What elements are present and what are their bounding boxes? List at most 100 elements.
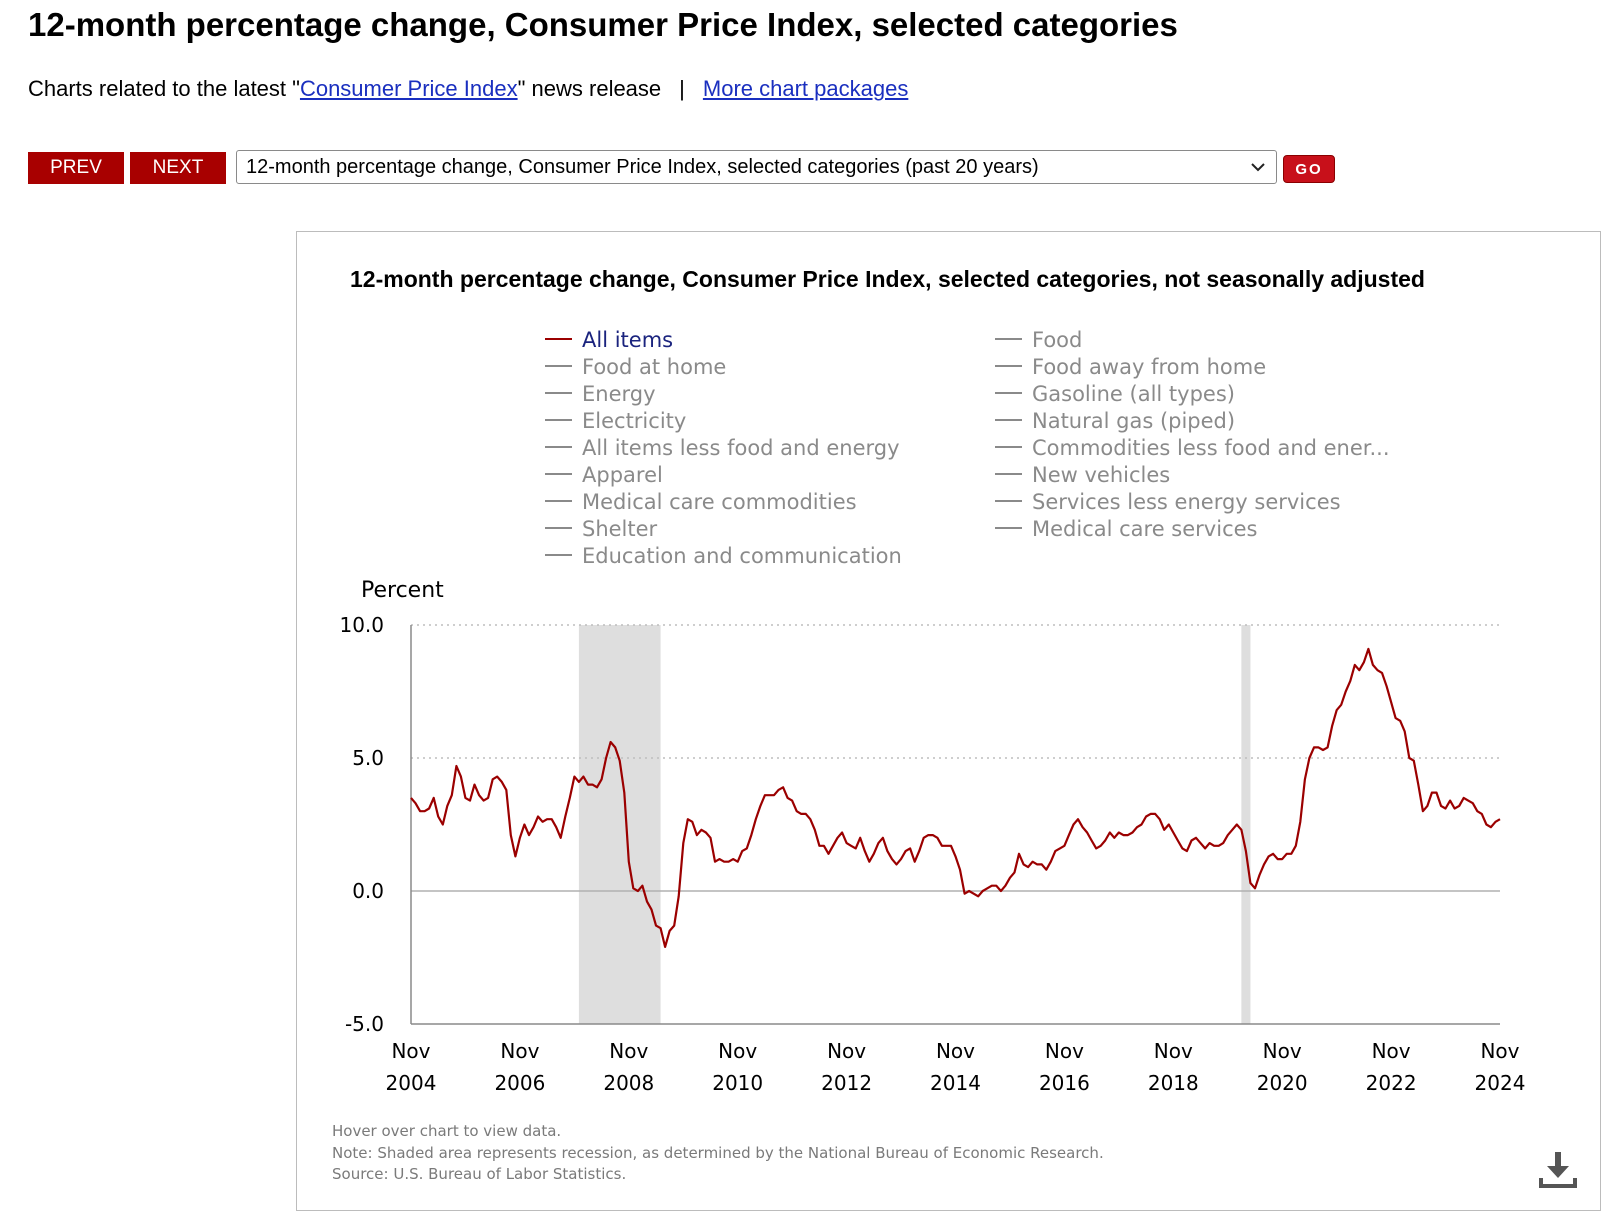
recession-shade	[578, 625, 661, 1024]
x-tick-year: 2004	[386, 1071, 437, 1095]
hover-note: Hover over chart to view data.	[332, 1122, 562, 1140]
legend-label: Gasoline (all types)	[1032, 382, 1235, 406]
legend-label: Food away from home	[1032, 355, 1267, 379]
x-tick-year: 2008	[603, 1071, 654, 1095]
chart-title: 12-month percentage change, Consumer Pri…	[350, 266, 1425, 292]
legend-swatch	[995, 419, 1022, 421]
legend-item[interactable]: Food	[995, 328, 1082, 352]
legend-swatch	[995, 446, 1022, 448]
chevron-down-icon	[1251, 163, 1265, 172]
next-button[interactable]: NEXT	[130, 152, 226, 184]
legend-swatch	[545, 500, 572, 502]
legend-item[interactable]: Food away from home	[995, 355, 1266, 379]
legend-label: Food at home	[582, 355, 727, 379]
legend-swatch	[545, 554, 572, 556]
legend-swatch	[545, 338, 572, 340]
x-tick-year: 2012	[821, 1071, 872, 1095]
related-prefix: Charts related to the latest "	[28, 76, 300, 101]
legend-swatch	[995, 473, 1022, 475]
legend-label: Medical care commodities	[582, 490, 857, 514]
legend-swatch	[545, 392, 572, 394]
legend-label: Commodities less food and ener...	[1032, 436, 1390, 460]
legend-item[interactable]: Services less energy services	[995, 490, 1341, 514]
x-tick-month: Nov	[827, 1039, 866, 1063]
x-tick-month: Nov	[936, 1039, 975, 1063]
x-tick-month: Nov	[1045, 1039, 1084, 1063]
legend-label: Shelter	[582, 517, 658, 541]
legend-label: All items	[582, 328, 674, 352]
more-chart-packages-link[interactable]: More chart packages	[702, 76, 909, 101]
legend-swatch	[545, 527, 572, 529]
legend-item[interactable]: Apparel	[545, 463, 663, 487]
legend-item[interactable]: All items less food and energy	[545, 436, 900, 460]
y-tick-label: -5.0	[345, 1012, 384, 1036]
legend-item[interactable]: Shelter	[545, 517, 657, 541]
legend-swatch	[995, 392, 1022, 394]
legend-swatch	[545, 446, 572, 448]
legend-label: Services less energy services	[1032, 490, 1341, 514]
legend-item[interactable]: Commodities less food and ener...	[995, 436, 1390, 460]
legend-swatch	[995, 500, 1022, 502]
series-line-all-items	[410, 647, 1501, 949]
legend-item[interactable]: Education and communication	[545, 544, 902, 568]
legend-item[interactable]: Medical care commodities	[545, 490, 857, 514]
legend-item[interactable]: Gasoline (all types)	[995, 382, 1235, 406]
legend-label: Energy	[582, 382, 656, 406]
related-charts-line: Charts related to the latest "Consumer P…	[28, 76, 908, 102]
legend-swatch	[545, 365, 572, 367]
x-tick-month: Nov	[1154, 1039, 1193, 1063]
legend-label: Natural gas (piped)	[1032, 409, 1236, 433]
legend-swatch	[995, 527, 1022, 529]
legend-label: All items less food and energy	[582, 436, 900, 460]
x-tick-year: 2024	[1475, 1071, 1526, 1095]
y-tick-label: 10.0	[339, 613, 384, 637]
legend-swatch	[545, 473, 572, 475]
x-tick-year: 2014	[930, 1071, 981, 1095]
legend-label: Apparel	[582, 463, 663, 487]
legend-swatch	[995, 338, 1022, 340]
legend-label: Electricity	[582, 409, 687, 433]
cpi-news-release-link[interactable]: Consumer Price Index	[299, 76, 518, 101]
source-note: Source: U.S. Bureau of Labor Statistics.	[332, 1165, 627, 1183]
legend-item[interactable]: Medical care services	[995, 517, 1257, 541]
download-icon[interactable]	[1537, 1148, 1579, 1190]
legend-item[interactable]: All items	[545, 328, 673, 352]
related-suffix: " news release	[517, 76, 662, 101]
y-axis-label: Percent	[361, 578, 444, 603]
x-tick-month: Nov	[1263, 1039, 1302, 1063]
go-button[interactable]: GO	[1283, 155, 1335, 183]
legend-swatch	[545, 419, 572, 421]
x-tick-month: Nov	[391, 1039, 430, 1063]
legend-label: Medical care services	[1032, 517, 1258, 541]
legend-label: Food	[1032, 328, 1083, 352]
y-tick-label: 0.0	[352, 879, 384, 903]
x-tick-month: Nov	[500, 1039, 539, 1063]
recession-shade	[1241, 625, 1251, 1024]
legend-item[interactable]: New vehicles	[995, 463, 1170, 487]
legend-item[interactable]: Energy	[545, 382, 656, 406]
page-title: 12-month percentage change, Consumer Pri…	[28, 6, 1178, 43]
x-tick-year: 2020	[1257, 1071, 1308, 1095]
prev-button[interactable]: PREV	[28, 152, 124, 184]
y-tick-label: 5.0	[352, 746, 384, 770]
chart-container	[296, 231, 1601, 1211]
x-tick-year: 2006	[494, 1071, 545, 1095]
legend-item[interactable]: Food at home	[545, 355, 726, 379]
chart-select-value: 12-month percentage change, Consumer Pri…	[246, 156, 1039, 178]
chart-select-dropdown[interactable]: 12-month percentage change, Consumer Pri…	[236, 150, 1277, 184]
legend-item[interactable]: Natural gas (piped)	[995, 409, 1235, 433]
recession-note: Note: Shaded area represents recession, …	[332, 1144, 1104, 1162]
x-tick-month: Nov	[1480, 1039, 1519, 1063]
x-tick-year: 2018	[1148, 1071, 1199, 1095]
x-tick-year: 2010	[712, 1071, 763, 1095]
x-tick-year: 2022	[1366, 1071, 1417, 1095]
legend-label: Education and communication	[582, 544, 902, 568]
x-tick-month: Nov	[718, 1039, 757, 1063]
legend-swatch	[995, 365, 1022, 367]
legend-item[interactable]: Electricity	[545, 409, 686, 433]
x-tick-month: Nov	[609, 1039, 648, 1063]
legend-label: New vehicles	[1032, 463, 1171, 487]
separator: |	[679, 76, 685, 101]
x-tick-year: 2016	[1039, 1071, 1090, 1095]
